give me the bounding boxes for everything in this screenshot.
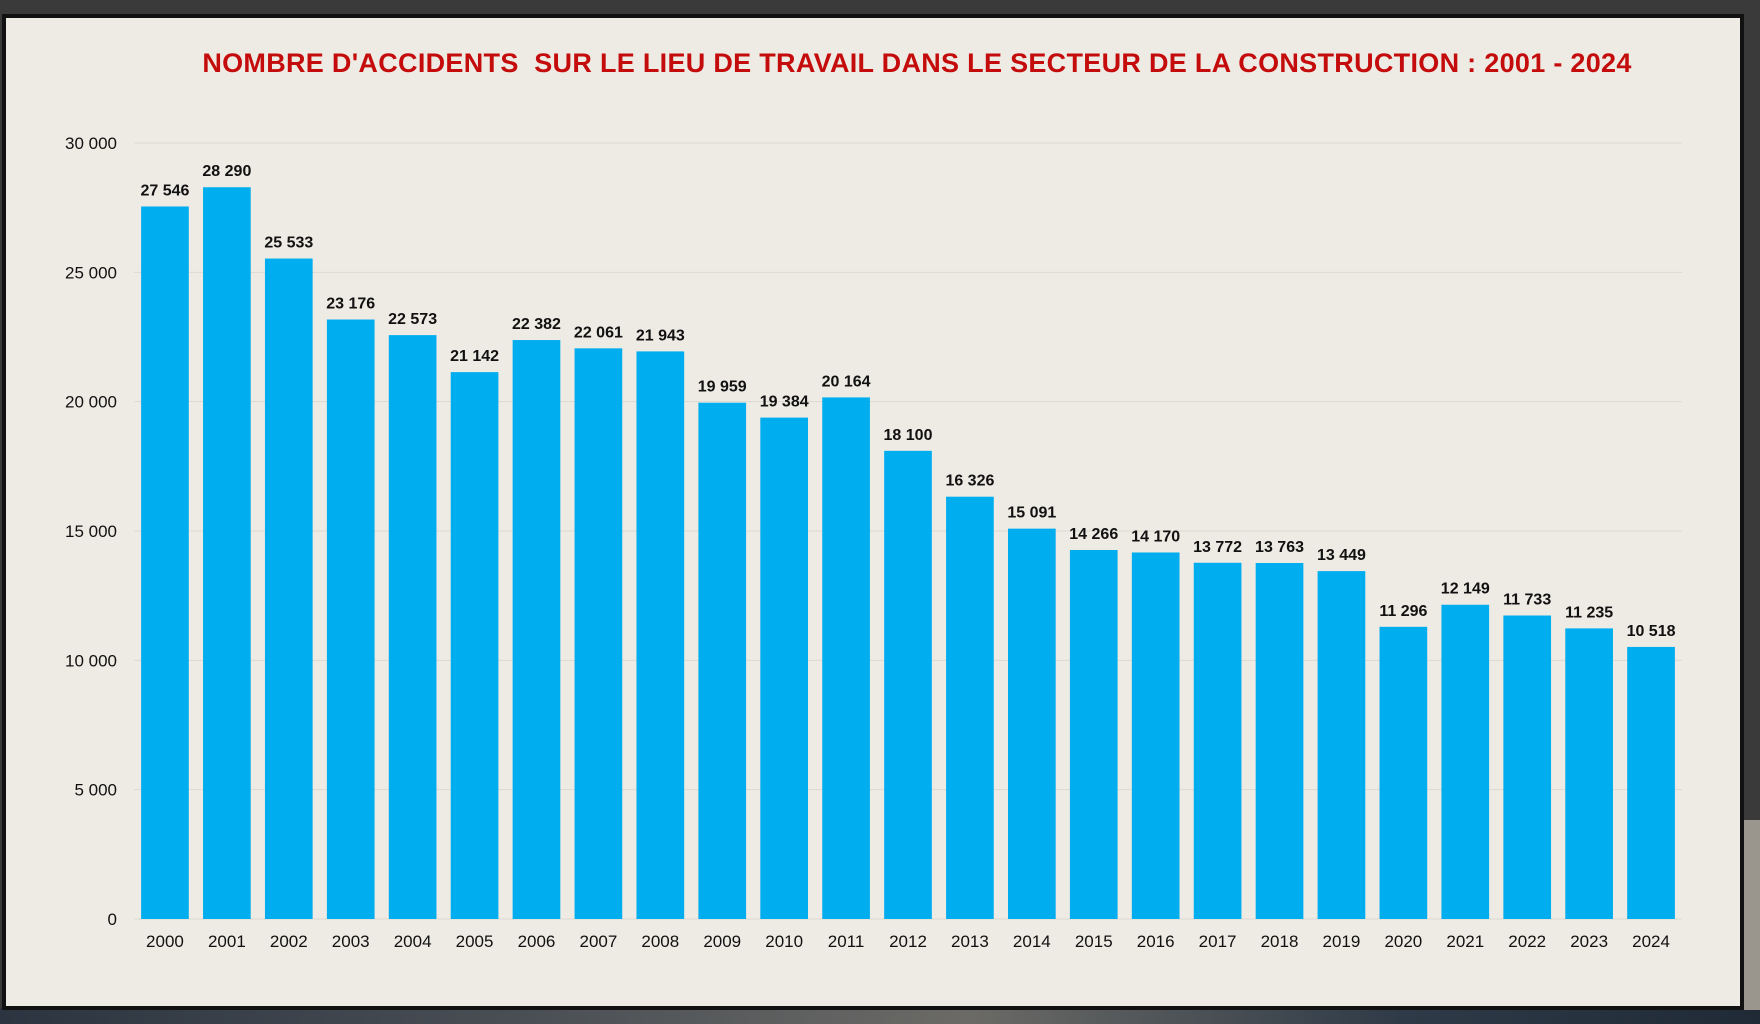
x-tick-label: 2015: [1075, 932, 1113, 951]
data-label: 22 061: [574, 324, 623, 341]
x-tick-label: 2016: [1137, 932, 1175, 951]
y-tick-label: 10 000: [65, 651, 117, 670]
data-label: 14 266: [1069, 526, 1118, 543]
bar-2013: [946, 496, 994, 919]
bar-2022: [1503, 615, 1552, 919]
data-label: 22 382: [512, 316, 561, 333]
x-tick-label: 2013: [951, 932, 989, 951]
x-tick-label: 2002: [270, 932, 308, 951]
bar-2006: [512, 340, 561, 920]
data-label: 21 943: [636, 327, 685, 344]
background-side-block: [1744, 820, 1760, 1010]
bar-2011: [822, 397, 870, 919]
data-label: 13 772: [1193, 539, 1242, 556]
x-tick-label: 2006: [518, 932, 556, 951]
data-label: 20 164: [822, 373, 871, 390]
data-label: 22 573: [388, 311, 437, 328]
x-tick-label: 2012: [889, 932, 927, 951]
bar-2014: [1008, 528, 1056, 919]
data-label: 23 176: [326, 296, 375, 313]
data-label: 21 142: [450, 348, 499, 365]
x-tick-label: 2018: [1261, 932, 1299, 951]
bar-2004: [388, 335, 437, 920]
x-tick-label: 2010: [765, 932, 803, 951]
x-tick-label: 2024: [1632, 932, 1670, 951]
data-label: 18 100: [884, 427, 933, 444]
bar-2010: [760, 417, 808, 919]
bar-2020: [1379, 626, 1428, 919]
bar-2017: [1193, 562, 1242, 919]
bar-2002: [264, 258, 313, 919]
data-label: 25 533: [264, 235, 313, 252]
data-label: 19 384: [760, 394, 809, 411]
bar-2000: [141, 206, 189, 919]
chart-frame: NOMBRE D'ACCIDENTS SUR LE LIEU DE TRAVAI…: [2, 14, 1744, 1010]
bar-2003: [326, 319, 375, 919]
data-label: 13 763: [1255, 539, 1304, 556]
bar-2007: [574, 348, 623, 919]
bar-2012: [884, 450, 932, 919]
x-tick-label: 2017: [1199, 932, 1237, 951]
bar-2021: [1441, 604, 1490, 919]
data-label: 10 518: [1627, 623, 1676, 640]
background-strip: [0, 1008, 1760, 1024]
bar-2015: [1069, 549, 1118, 919]
data-label: 14 170: [1131, 528, 1180, 545]
y-tick-label: 30 000: [65, 134, 117, 153]
x-tick-label: 2003: [332, 932, 370, 951]
bar-2019: [1317, 571, 1366, 919]
x-tick-label: 2000: [146, 932, 184, 951]
y-tick-label: 15 000: [65, 522, 117, 541]
x-tick-label: 2009: [703, 932, 741, 951]
data-label: 15 091: [1007, 505, 1056, 522]
chart-title: NOMBRE D'ACCIDENTS SUR LE LIEU DE TRAVAI…: [202, 48, 1632, 78]
x-tick-label: 2023: [1570, 932, 1608, 951]
data-label: 16 326: [945, 473, 994, 490]
bars: [141, 187, 1675, 920]
y-tick-label: 0: [108, 910, 117, 929]
x-axis: 2000 2001 2002 2003 2004 2005 2006 2007 2008 2009…: [146, 932, 1670, 951]
x-tick-label: 2004: [394, 932, 432, 951]
bar-2016: [1131, 552, 1180, 919]
data-label: 27 546: [140, 182, 189, 199]
x-tick-label: 2014: [1013, 932, 1051, 951]
bar-2005: [450, 372, 499, 919]
bar-2023: [1565, 628, 1613, 919]
data-label: 28 290: [202, 163, 251, 180]
data-labels: 27 546 28 290 25 533 23 176 22 573 21 142 22 3…: [140, 163, 1675, 640]
bar-2018: [1255, 562, 1304, 919]
bar-2008: [636, 351, 685, 920]
bar-2024: [1627, 646, 1675, 919]
x-tick-label: 2021: [1446, 932, 1484, 951]
bar-2009: [698, 402, 747, 920]
data-label: 11 235: [1565, 604, 1613, 621]
data-label: 19 959: [698, 379, 747, 396]
x-tick-label: 2007: [579, 932, 617, 951]
x-tick-label: 2019: [1323, 932, 1361, 951]
x-tick-label: 2022: [1508, 932, 1546, 951]
data-label: 11 296: [1379, 603, 1427, 620]
y-tick-label: 5 000: [74, 781, 117, 800]
data-label: 13 449: [1317, 547, 1366, 564]
x-tick-label: 2008: [641, 932, 679, 951]
x-tick-label: 2011: [828, 932, 865, 951]
data-label: 12 149: [1441, 581, 1490, 598]
x-tick-label: 2001: [208, 932, 246, 951]
bar-chart: 0 5 000 10 000 15 000 20 000 25 000 30 000 27 …: [65, 134, 1682, 951]
data-label: 11 733: [1503, 592, 1551, 609]
y-tick-label: 25 000: [65, 263, 117, 282]
x-tick-label: 2020: [1384, 932, 1422, 951]
y-tick-label: 20 000: [65, 393, 117, 412]
bar-2001: [203, 187, 251, 919]
x-tick-label: 2005: [456, 932, 494, 951]
y-axis: 0 5 000 10 000 15 000 20 000 25 000 30 000: [65, 134, 117, 929]
